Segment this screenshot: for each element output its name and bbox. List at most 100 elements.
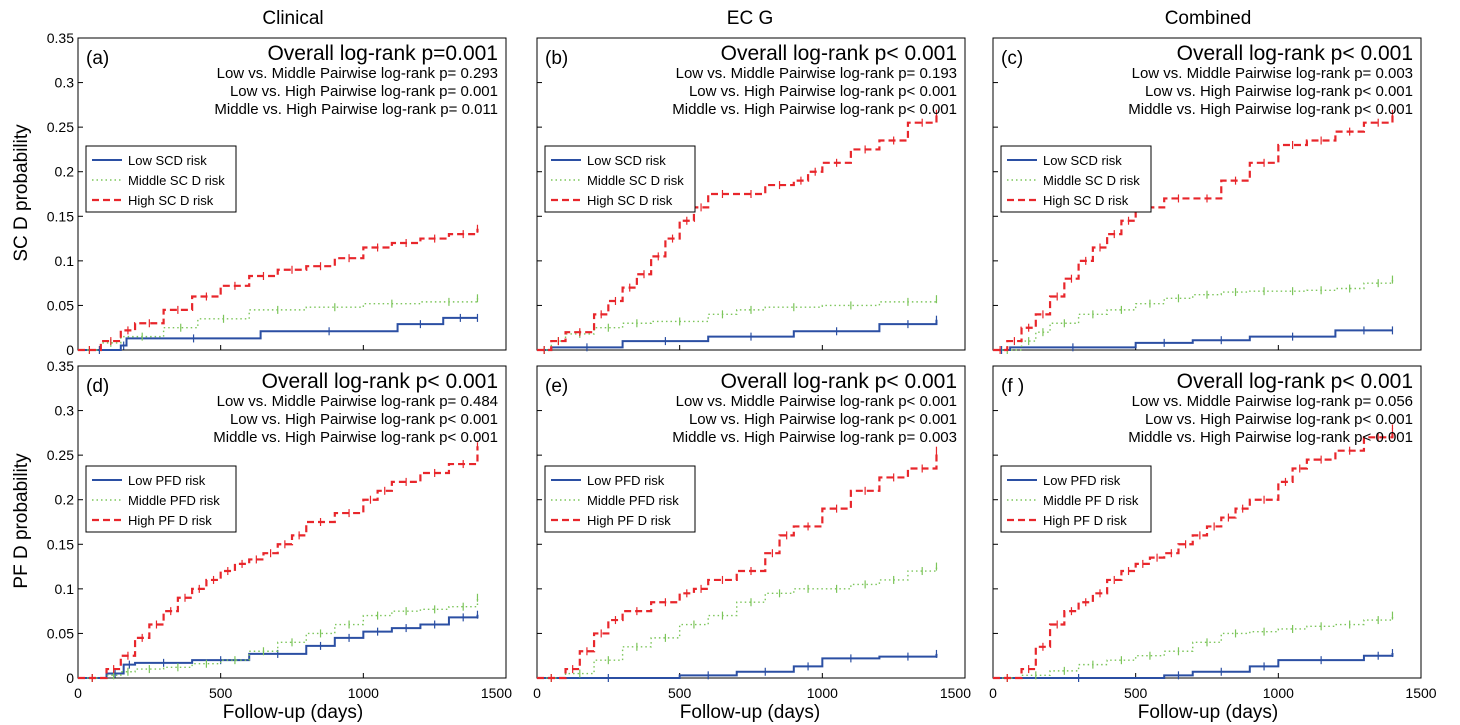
legend: Low SCD risk Middle SC D risk High SC D ri… [1000, 145, 1152, 213]
y-tick-label: 0.3 [55, 75, 75, 91]
series-line-middle [78, 298, 479, 351]
km-panel: 0 0.05 0.1 0.15 0.2 0.25 0.3 0.35 (a) Overall log… [47, 30, 507, 358]
overall-logrank: Overall log-rank p< 0.001 [721, 370, 957, 393]
xlabel-clinical: Follow-up (days) [223, 702, 363, 723]
x-tick-label: 0 [533, 685, 541, 701]
legend: Low PFD risk Middle PF D risk High PF D ri… [1000, 465, 1152, 533]
y-tick-label: 0.25 [47, 447, 74, 463]
pairwise-logrank: Middle vs. High Pairwise log-rank p= 0.0… [214, 101, 498, 118]
axes-frame [536, 365, 966, 679]
y-tick-label: 0.05 [47, 625, 74, 641]
legend-label: Middle SC D risk [1043, 173, 1140, 188]
x-tick-label: 0 [74, 685, 82, 701]
x-tick-label: 1000 [1263, 685, 1294, 701]
panel-label: (e) [545, 376, 568, 397]
axes-frame [992, 365, 1422, 679]
series-line-low [78, 614, 479, 679]
series-line-middle [537, 566, 938, 679]
panel-label: (d) [86, 376, 109, 397]
legend-label: Low PFD risk [128, 473, 206, 488]
y-tick-label: 0.1 [55, 581, 75, 597]
legend-label: High PF D risk [128, 513, 212, 528]
column-title-combined: Combined [1165, 8, 1252, 29]
pairwise-logrank: Middle vs. High Pairwise log-rank p< 0.0… [1128, 429, 1413, 446]
y-tick-label: 0.05 [47, 297, 74, 313]
legend: Low PFD risk Middle PFD risk High PF D ris… [544, 465, 696, 533]
series-line-low [993, 329, 1393, 351]
series-line-middle [537, 299, 938, 351]
x-tick-label: 1000 [807, 685, 838, 701]
pairwise-logrank: Middle vs. High Pairwise log-rank p< 0.0… [213, 429, 498, 446]
legend-box [544, 145, 696, 213]
legend-label: High PF D risk [1043, 513, 1127, 528]
x-tick-label: 500 [1124, 685, 1148, 701]
y-tick-label: 0.1 [55, 253, 75, 269]
series-line-low [78, 316, 478, 351]
legend-box [85, 465, 237, 533]
column-title-ecg: EC G [727, 8, 773, 29]
pairwise-logrank: Low vs. Middle Pairwise log-rank p= 0.29… [217, 65, 498, 82]
legend: Low PFD risk Middle PFD risk High PF D ris… [85, 465, 237, 533]
axes-frame [77, 37, 507, 351]
pairwise-logrank: Middle vs. High Pairwise log-rank p< 0.0… [672, 101, 957, 118]
y-tick-label: 0.2 [55, 492, 75, 508]
legend-label: Low SCD risk [1043, 153, 1122, 168]
y-tick-label: 0.3 [55, 403, 75, 419]
legend-label: Low PFD risk [587, 473, 665, 488]
series-line-high [537, 450, 938, 680]
column-title-clinical: Clinical [262, 8, 323, 29]
legend-label: Middle SC D risk [587, 173, 684, 188]
x-tick-label: 1500 [481, 685, 512, 701]
pairwise-logrank: Low vs. Middle Pairwise log-rank p< 0.00… [676, 393, 957, 410]
pairwise-logrank: Low vs. Middle Pairwise log-rank p= 0.19… [676, 65, 957, 82]
legend-label: Middle SC D risk [128, 173, 225, 188]
axes-frame [77, 365, 507, 679]
y-tick-label: 0 [66, 342, 74, 358]
pairwise-logrank: Low vs. High Pairwise log-rank p< 0.001 [689, 411, 957, 428]
panel-label: (c) [1001, 48, 1023, 69]
km-panel: 0 500 1000 1500 (e) Overall log-rank p< 0.001… [533, 365, 971, 701]
overall-logrank: Overall log-rank p< 0.001 [1177, 42, 1413, 65]
series-line-middle [993, 615, 1394, 679]
legend-box [1000, 145, 1152, 213]
y-tick-label: 0.25 [47, 119, 74, 135]
legend-label: High PF D risk [587, 513, 671, 528]
legend-label: High SC D risk [1043, 193, 1129, 208]
axes-frame [536, 37, 966, 351]
x-tick-label: 0 [989, 685, 997, 701]
series-line-middle [78, 597, 479, 679]
pairwise-logrank: Low vs. High Pairwise log-rank p< 0.001 [1145, 411, 1413, 428]
legend-box [85, 145, 237, 213]
pairwise-logrank: Middle vs. High Pairwise log-rank p= 0.0… [672, 429, 957, 446]
pairwise-logrank: Middle vs. High Pairwise log-rank p< 0.0… [1128, 101, 1413, 118]
y-tick-label: 0.15 [47, 536, 74, 552]
legend-label: Middle PF D risk [1043, 493, 1139, 508]
x-tick-label: 1000 [348, 685, 379, 701]
panel-label: (f ) [1001, 376, 1024, 397]
y-tick-label: 0 [66, 670, 74, 686]
overall-logrank: Overall log-rank p=0.001 [267, 42, 498, 65]
y-tick-label: 0.35 [47, 30, 74, 46]
panel-label: (b) [545, 48, 568, 69]
overall-logrank: Overall log-rank p< 0.001 [1177, 370, 1413, 393]
legend-box [1000, 465, 1152, 533]
km-panel: 0 0.05 0.1 0.15 0.2 0.25 0.3 0.35 0 500 1000 1500 (d… [47, 358, 512, 701]
pairwise-logrank: Low vs. High Pairwise log-rank p< 0.001 [1145, 83, 1413, 100]
series-line-middle [993, 279, 1394, 351]
ylabel-scd: SC D probability [11, 124, 32, 262]
xlabel-ecg: Follow-up (days) [680, 702, 820, 723]
legend-label: Middle PFD risk [128, 493, 220, 508]
y-tick-label: 0.2 [55, 164, 75, 180]
overall-logrank: Overall log-rank p< 0.001 [721, 42, 957, 65]
y-tick-label: 0.35 [47, 358, 74, 374]
pairwise-logrank: Low vs. High Pairwise log-rank p< 0.001 [230, 411, 498, 428]
legend-label: Low SCD risk [587, 153, 666, 168]
legend: Low SCD risk Middle SC D risk High SC D ri… [544, 145, 696, 213]
x-tick-label: 500 [209, 685, 233, 701]
y-tick-label: 0.15 [47, 208, 74, 224]
pairwise-logrank: Low vs. Middle Pairwise log-rank p= 0.48… [217, 393, 498, 410]
x-tick-label: 1500 [940, 685, 971, 701]
x-tick-label: 1500 [1405, 685, 1436, 701]
